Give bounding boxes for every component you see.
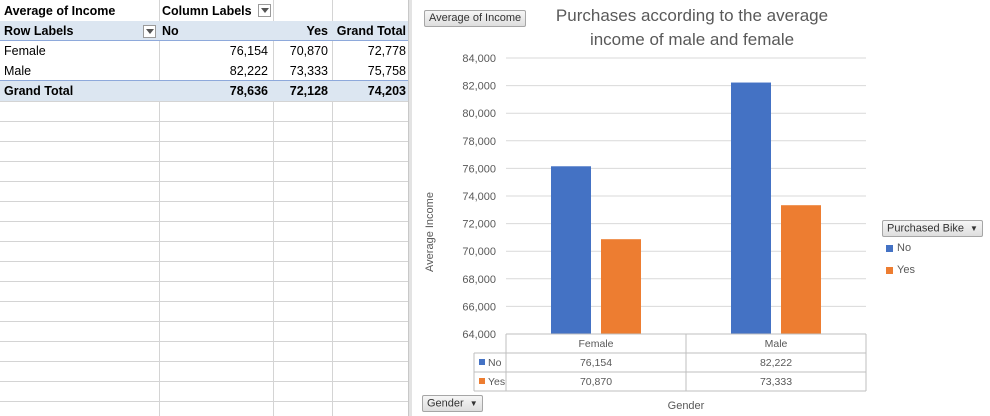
pivot-header-row [0, 21, 408, 41]
row-gridline [0, 161, 408, 162]
column-gridline [159, 0, 160, 416]
cell-male-yes: 73,333 [289, 64, 328, 78]
header-divider [0, 40, 408, 41]
chevron-down-icon [146, 29, 154, 34]
column-filter-button[interactable] [258, 4, 271, 17]
legend-swatch-no [886, 244, 893, 252]
y-tick-label: 76,000 [462, 163, 496, 175]
row-gridline [0, 381, 408, 382]
col-header-grand-total: Grand Total [336, 24, 406, 38]
pane-splitter[interactable] [408, 0, 412, 416]
table-legend-key [479, 359, 485, 365]
chevron-down-icon [261, 8, 269, 13]
data-label: 73,333 [760, 376, 792, 388]
y-tick-label: 66,000 [462, 301, 496, 313]
legend-item-yes: Yes [886, 263, 915, 277]
pivot-chart[interactable]: Average of Income Purchases according to… [412, 0, 990, 416]
grand-total-label: Grand Total [4, 84, 74, 98]
legend-title: Purchased Bike [887, 222, 965, 235]
total-divider [0, 80, 408, 81]
row-gridline [0, 101, 408, 102]
legend-label-no: No [897, 242, 912, 254]
cell-female-no: 76,154 [229, 44, 268, 58]
y-tick-label: 74,000 [462, 191, 496, 203]
row-filter-button[interactable] [143, 25, 156, 38]
chart-title: Purchases according to the average incom… [512, 4, 872, 52]
axis-field-button[interactable]: Gender ▼ [422, 395, 483, 412]
bar-yes-male [781, 205, 821, 334]
row-label-female: Female [4, 44, 46, 58]
cell-male-no: 82,222 [229, 64, 268, 78]
grand-total-no: 78,636 [229, 84, 268, 98]
pivot-table: Average of Income Column Labels Row Labe… [0, 0, 408, 416]
table-series-label: No [488, 357, 502, 369]
y-axis-title: Average Income [424, 192, 436, 272]
row-gridline [0, 341, 408, 342]
data-label: 82,222 [760, 357, 792, 369]
axis-field-label: Gender [427, 397, 464, 410]
y-tick-label: 68,000 [462, 274, 496, 286]
row-gridline [0, 141, 408, 142]
bar-yes-female [601, 239, 641, 334]
row-gridline [0, 281, 408, 282]
row-gridline [0, 261, 408, 262]
bar-no-male [731, 82, 771, 334]
bar-no-female [551, 166, 591, 334]
chevron-down-icon: ▼ [970, 224, 978, 233]
data-label: 76,154 [580, 357, 612, 369]
values-field-button[interactable]: Average of Income [424, 10, 527, 27]
data-label: 70,870 [580, 376, 612, 388]
row-labels-header: Row Labels [4, 24, 74, 38]
chart-title-line: income of male and female [589, 30, 795, 49]
row-gridline [0, 361, 408, 362]
table-legend-key [479, 378, 485, 384]
legend-item-no: No [886, 241, 911, 255]
row-gridline [0, 181, 408, 182]
row-gridline [0, 301, 408, 302]
grand-total-total: 74,203 [367, 84, 406, 98]
row-gridline [0, 121, 408, 122]
column-gridline [273, 0, 274, 416]
chart-plot: 64,000 66,000 68,000 70,000 72,000 74,000 76,0… [424, 53, 867, 412]
grand-total-yes: 72,128 [289, 84, 328, 98]
legend-swatch-yes [886, 266, 893, 274]
row-gridline [0, 241, 408, 242]
y-tick-label: 64,000 [462, 329, 496, 341]
y-tick-label: 84,000 [462, 53, 496, 65]
y-tick-label: 72,000 [462, 219, 496, 231]
legend-field-button[interactable]: Purchased Bike ▼ [882, 220, 983, 237]
row-label-male: Male [4, 64, 32, 78]
x-axis-title: Gender [668, 400, 705, 412]
y-tick-label: 82,000 [462, 81, 496, 93]
row-gridline [0, 321, 408, 322]
column-labels-header: Column Labels [162, 4, 252, 18]
y-tick-label: 80,000 [462, 108, 496, 120]
chevron-down-icon: ▼ [469, 399, 478, 408]
y-tick-label: 78,000 [462, 136, 496, 148]
column-gridline [332, 0, 333, 416]
grand-total-row [0, 81, 408, 101]
col-header-no: No [162, 24, 179, 38]
x-tick-label: Female [578, 338, 613, 350]
col-header-yes: Yes [306, 24, 328, 38]
row-gridline [0, 201, 408, 202]
cell-female-total: 72,778 [367, 44, 406, 58]
cell-male-total: 75,758 [367, 64, 406, 78]
row-gridline [0, 401, 408, 402]
chart-title-line: Purchases according to the average [555, 6, 829, 25]
table-series-label: Yes [488, 376, 505, 388]
legend-label-yes: Yes [897, 264, 915, 276]
cell-female-yes: 70,870 [289, 44, 328, 58]
x-tick-label: Male [765, 338, 788, 350]
y-tick-label: 70,000 [462, 246, 496, 258]
row-gridline [0, 221, 408, 222]
value-field-label[interactable]: Average of Income [4, 4, 116, 18]
